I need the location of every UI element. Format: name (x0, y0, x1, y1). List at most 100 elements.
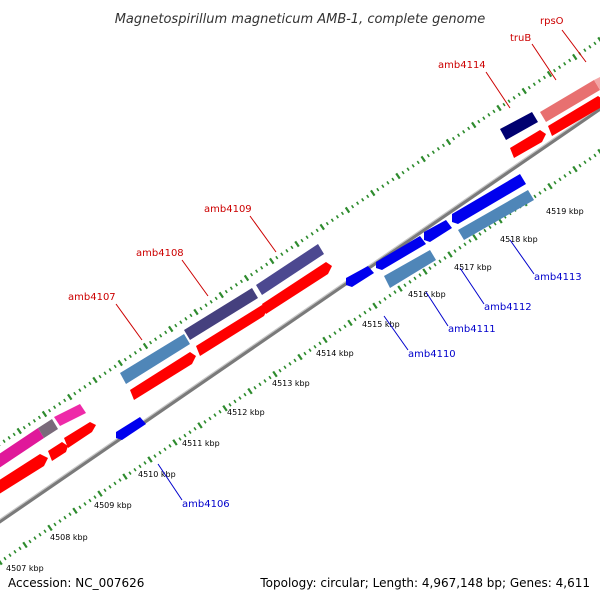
gene-block-blue[interactable] (346, 266, 374, 287)
minor-tick (28, 539, 32, 544)
minor-tick (532, 82, 536, 86)
kbp-label: 4508 kbp (50, 533, 88, 542)
major-tick (142, 342, 149, 350)
minor-tick (305, 235, 309, 239)
minor-tick (493, 221, 497, 226)
minor-tick (193, 426, 197, 431)
minor-tick (325, 221, 329, 226)
gene-label-amb4107[interactable]: amb4107 (68, 292, 116, 303)
minor-tick (13, 549, 17, 554)
minor-tick (265, 262, 269, 267)
minor-tick (203, 420, 207, 424)
kbp-scale-labels: 4507 kbp 4508 kbp 4509 kbp 4510 kbp 4511… (6, 207, 584, 573)
minor-tick (32, 419, 36, 423)
gene-amb4113-block[interactable] (452, 174, 526, 224)
major-tick (47, 524, 53, 532)
red-arrow[interactable] (48, 442, 68, 461)
kbp-label: 4510 kbp (138, 470, 176, 479)
major-tick (322, 336, 328, 344)
minor-tick (53, 522, 57, 527)
map-title: Magnetospirillum magneticum AMB-1, compl… (115, 12, 486, 27)
major-tick (218, 291, 224, 299)
gene-label-amb4113[interactable]: amb4113 (534, 272, 582, 283)
kbp-label: 4512 kbp (227, 408, 265, 417)
gene-block-steel[interactable] (458, 190, 534, 240)
minor-tick (386, 181, 390, 185)
leader-amb4114 (485, 71, 511, 109)
forward-strand-genes (0, 72, 600, 470)
red-arrow[interactable] (196, 305, 268, 356)
major-tick (147, 456, 153, 463)
gene-label-amb4112[interactable]: amb4112 (484, 302, 532, 313)
minor-tick (214, 296, 218, 301)
minor-tick (401, 170, 405, 175)
gene-label-rpsO[interactable]: rpsO (540, 16, 564, 27)
minor-tick (83, 502, 87, 506)
minor-tick (174, 323, 178, 328)
major-tick (72, 507, 78, 515)
gene-block-pink[interactable] (0, 428, 44, 470)
major-tick (319, 223, 325, 231)
major-tick (420, 155, 426, 163)
minor-tick (428, 266, 432, 270)
minor-tick (583, 160, 587, 165)
leader-amb4112 (459, 267, 485, 305)
gene-amb4106-block[interactable] (116, 417, 146, 440)
major-tick (0, 560, 3, 566)
reverse-strand-genes (116, 174, 534, 440)
gene-amb4114-block[interactable] (500, 112, 538, 140)
minor-tick (234, 283, 238, 287)
gene-amb4107-block[interactable] (120, 334, 190, 384)
minor-tick (478, 232, 482, 236)
major-tick (297, 353, 303, 361)
gene-label-amb4106[interactable]: amb4106 (182, 499, 230, 510)
minor-tick (431, 150, 435, 154)
gene-label-amb4114[interactable]: amb4114 (438, 60, 486, 71)
leader-amb4110 (383, 315, 409, 351)
leader-amb4106 (157, 463, 183, 501)
gene-rpsO-block[interactable] (594, 72, 600, 90)
minor-tick (2, 439, 6, 443)
gene-amb4109-block[interactable] (256, 244, 324, 295)
minor-tick (393, 290, 397, 294)
gene-block-gray[interactable] (38, 419, 58, 438)
minor-tick (542, 75, 547, 80)
red-arrow[interactable] (548, 96, 600, 136)
minor-tick (588, 45, 592, 49)
major-tick (472, 234, 478, 241)
minor-tick (249, 272, 254, 277)
gene-truB-block[interactable] (540, 80, 600, 122)
red-arrow[interactable] (0, 454, 48, 496)
minor-tick (353, 317, 357, 322)
minor-tick (502, 102, 506, 107)
gene-label-amb4110[interactable]: amb4110 (408, 349, 456, 360)
gene-amb4108-block[interactable] (184, 288, 258, 340)
major-tick (97, 490, 103, 497)
gene-block-pink-small[interactable] (54, 404, 86, 426)
minor-tick (328, 334, 332, 339)
gene-amb4111-block[interactable] (384, 250, 436, 288)
minor-tick (22, 425, 26, 430)
minor-tick (433, 262, 437, 267)
major-tick (172, 439, 178, 446)
minor-tick (68, 512, 72, 516)
gene-label-amb4111[interactable]: amb4111 (448, 324, 496, 335)
minor-tick (8, 553, 12, 557)
gene-amb4112-block[interactable] (424, 220, 452, 242)
major-tick (572, 165, 578, 173)
gene-label-amb4109[interactable]: amb4109 (204, 204, 252, 215)
major-tick (597, 148, 600, 154)
red-arrow[interactable] (64, 422, 96, 448)
gene-label-truB[interactable]: truB (510, 33, 531, 44)
minor-tick (477, 119, 481, 124)
minor-tick (416, 160, 420, 165)
red-arrow[interactable] (510, 130, 546, 158)
gene-label-amb4108[interactable]: amb4108 (136, 248, 184, 259)
minor-tick (558, 65, 562, 69)
minor-tick (280, 252, 284, 256)
minor-tick (315, 228, 319, 233)
red-arrow[interactable] (262, 262, 332, 314)
gene-amb4110-block[interactable] (376, 236, 426, 270)
red-arrow[interactable] (130, 352, 196, 400)
